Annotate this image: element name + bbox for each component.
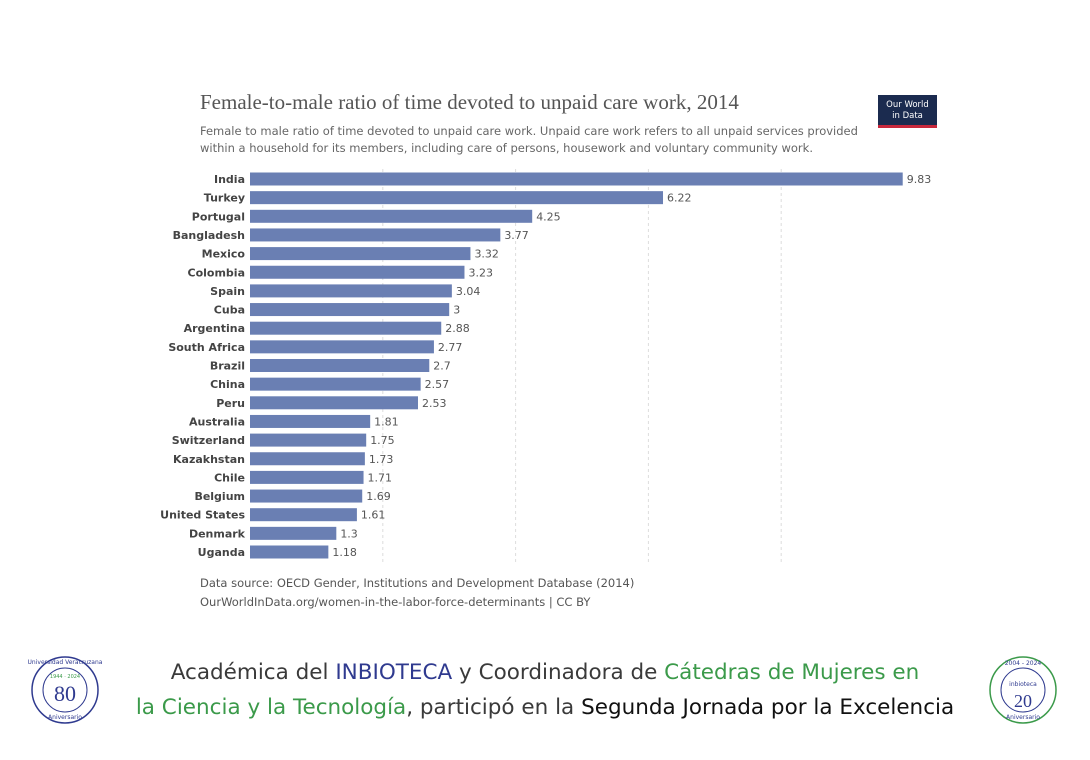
bar — [250, 526, 337, 540]
category-label: India — [214, 173, 245, 186]
badge-text: Our World — [886, 100, 929, 110]
bar — [250, 414, 371, 428]
badge-text: in Data — [892, 111, 923, 121]
bar — [250, 359, 430, 372]
category-label: Australia — [189, 415, 245, 428]
bar — [250, 247, 471, 261]
subtitle: within a household for its members, incl… — [200, 141, 813, 155]
caption-line: la Ciencia y la Tecnología, participó en… — [0, 695, 1090, 720]
value-label: 6.22 — [667, 192, 692, 205]
value-label: 2.77 — [438, 341, 463, 354]
logo-text: inbioteca — [1009, 681, 1037, 688]
value-label: 1.18 — [332, 546, 357, 559]
value-label: 3.23 — [468, 266, 493, 279]
logo-number: 80 — [54, 681, 76, 706]
value-label: 1.3 — [340, 527, 358, 540]
caption-segment: y Coordinadora de — [452, 660, 665, 685]
category-label: Cuba — [214, 304, 245, 317]
category-label: Denmark — [189, 527, 246, 540]
value-label: 3.77 — [504, 229, 529, 242]
bar — [250, 433, 367, 447]
bar — [250, 191, 664, 205]
value-label: 1.61 — [361, 509, 386, 522]
category-label: Argentina — [184, 322, 245, 335]
category-label: China — [210, 378, 245, 391]
caption-segment: INBIOTECA — [335, 660, 453, 685]
source: Data source: OECD Gender, Institutions a… — [200, 576, 634, 590]
caption-segment: , participó en la — [406, 695, 582, 720]
category-label: Peru — [216, 397, 245, 410]
bar — [250, 470, 364, 484]
caption-segment: la Ciencia y la Tecnología — [135, 695, 407, 720]
value-label: 3.32 — [474, 248, 499, 261]
bar — [250, 452, 365, 466]
category-label: Belgium — [194, 490, 245, 503]
value-label: 2.88 — [445, 322, 470, 335]
caption-segment: Cátedras de Mujeres en — [664, 660, 920, 685]
value-label: 3.04 — [456, 285, 481, 298]
category-label: Switzerland — [172, 434, 245, 447]
logo-text: Aniversario — [1006, 714, 1040, 721]
logo-text: 1944 · 2024 — [50, 674, 80, 680]
value-label: 2.57 — [425, 378, 450, 391]
category-label: Brazil — [210, 360, 245, 373]
category-label: Portugal — [192, 210, 245, 223]
bar — [250, 377, 421, 391]
category-label: Colombia — [188, 266, 246, 279]
bar — [250, 508, 357, 522]
category-label: Chile — [214, 471, 245, 484]
category-label: United States — [160, 509, 245, 522]
value-label: 1.69 — [366, 490, 391, 503]
logo-ring — [1000, 667, 1046, 713]
bar — [250, 321, 442, 335]
value-label: 9.83 — [907, 173, 932, 186]
value-label: 4.25 — [536, 210, 561, 223]
logo-right: 2004 - 2024 inbioteca 20 Aniversario — [989, 656, 1057, 724]
category-label: Turkey — [204, 192, 245, 205]
value-label: 1.81 — [374, 415, 399, 428]
bar — [250, 172, 903, 186]
category-label: Kazakhstan — [173, 453, 245, 466]
logo-ring — [989, 656, 1057, 724]
badge-underline — [878, 125, 937, 128]
logo-text: 2004 - 2024 — [1005, 660, 1042, 667]
category-label: Bangladesh — [173, 229, 245, 242]
bar — [250, 303, 450, 317]
caption-line: Académica del INBIOTECA y Coordinadora d… — [0, 660, 1090, 685]
bar — [250, 209, 533, 223]
logo-ring — [42, 667, 88, 713]
value-label: 2.7 — [433, 360, 451, 373]
value-label: 1.71 — [368, 471, 393, 484]
category-label: South Africa — [168, 341, 245, 354]
bar — [250, 340, 434, 354]
bar — [250, 265, 465, 279]
bar — [250, 284, 452, 298]
value-label: 2.53 — [422, 397, 447, 410]
logo-text: Universidad Veracruzana — [28, 659, 103, 666]
logo-ring — [31, 656, 99, 724]
badge — [878, 95, 937, 125]
bar — [250, 228, 501, 242]
category-label: Uganda — [198, 546, 245, 559]
value-label: 3 — [453, 304, 460, 317]
value-label: 1.75 — [370, 434, 395, 447]
source: OurWorldInData.org/women-in-the-labor-fo… — [200, 595, 591, 609]
chart-title: Female-to-male ratio of time devoted to … — [200, 90, 739, 114]
bar — [250, 545, 329, 559]
bar — [250, 396, 418, 410]
logo-left: Universidad Veracruzana 1944 · 2024 80 A… — [28, 656, 103, 724]
category-label: Spain — [210, 285, 245, 298]
caption-segment: Segunda Jornada por la Excelencia — [581, 695, 955, 720]
logo-number: 20 — [1014, 691, 1032, 711]
subtitle: Female to male ratio of time devoted to … — [200, 124, 858, 138]
logo-text: Aniversario — [48, 714, 82, 721]
caption-segment: Académica del — [170, 660, 336, 685]
category-label: Mexico — [202, 248, 246, 261]
bar — [250, 489, 363, 503]
value-label: 1.73 — [369, 453, 394, 466]
